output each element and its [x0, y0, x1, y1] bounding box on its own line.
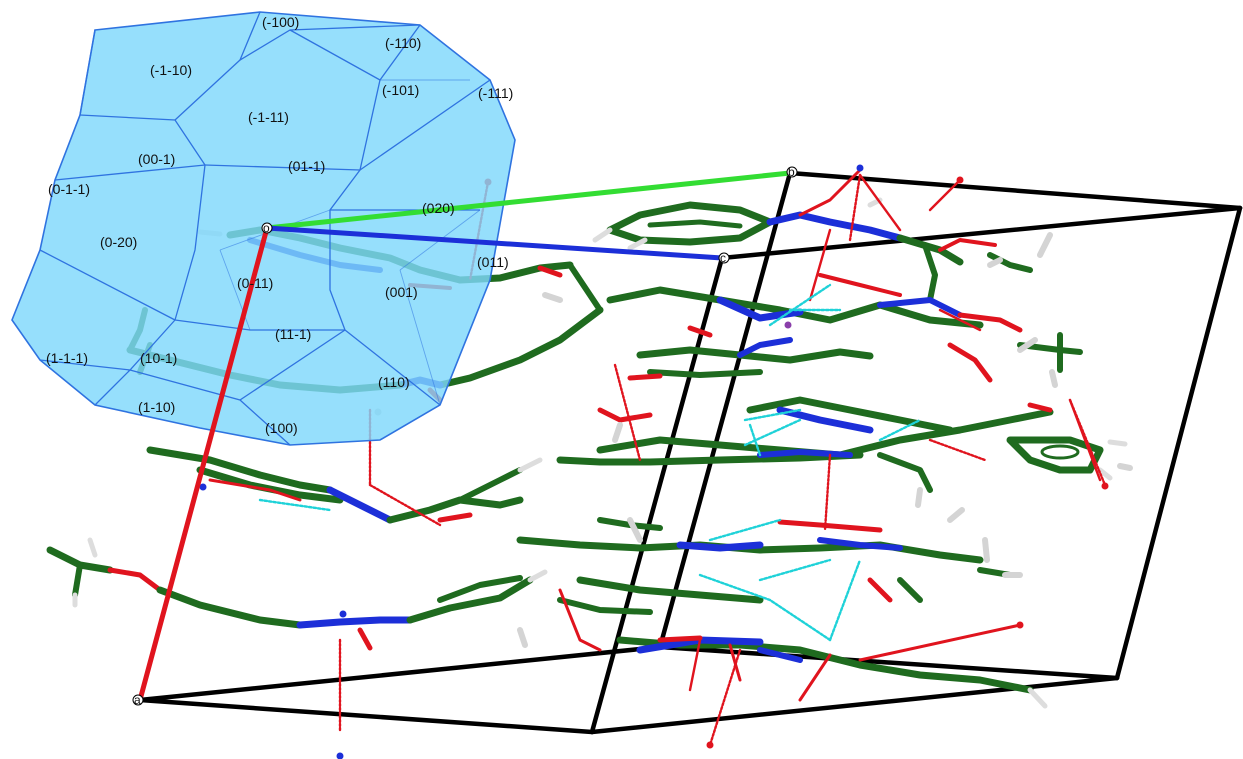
face-label: (0-1-1) [48, 181, 90, 197]
unit-cell-axes [137, 170, 793, 703]
face-label: (-1-10) [150, 62, 192, 78]
face-label: (00-1) [138, 151, 175, 167]
axis-a-label: a [134, 693, 141, 707]
molecule-4 [556, 396, 1128, 493]
face-label: (100) [265, 420, 298, 436]
face-label: (020) [422, 200, 455, 216]
face-label: (-111) [478, 85, 513, 101]
axis-origin-label: o [263, 221, 270, 235]
molecule-1 [592, 168, 1033, 303]
face-label: (11-1) [275, 326, 311, 342]
face-label: (0-20) [100, 234, 137, 250]
face-label: (110) [378, 374, 410, 390]
face-label: (0-11) [237, 275, 273, 291]
face-label: (01-1) [288, 158, 325, 174]
face-label: (001) [385, 284, 418, 300]
face-label: (011) [477, 254, 509, 270]
face-label: (-101) [382, 82, 419, 98]
axis-c-label: c [720, 251, 726, 265]
molecule-7 [146, 446, 543, 524]
molecule-8 [46, 537, 548, 651]
axis-a-line [137, 225, 270, 703]
face-label: (1-10) [138, 399, 175, 415]
face-label: (-100) [262, 14, 299, 30]
face-label: (1-1-1) [46, 350, 88, 366]
hydrogen-bonds [258, 283, 922, 642]
face-label: (10-1) [140, 350, 177, 366]
axis-labels: o b c a [132, 165, 798, 707]
molecule-5 [516, 517, 1013, 615]
molecule-2 [606, 273, 1083, 383]
hydrogen-stubs [517, 232, 1133, 648]
molecule-3 [627, 337, 874, 381]
face-label: (-110) [385, 35, 421, 51]
axis-b-label: b [788, 165, 795, 179]
face-labels: (-100) (-110) (-1-10) (-101) (-111) (-1-… [46, 14, 513, 436]
unit-cell-box [137, 170, 1243, 735]
axis-c-line [264, 225, 725, 261]
face-label: (-1-11) [248, 109, 289, 125]
axis-b-line [264, 170, 793, 231]
